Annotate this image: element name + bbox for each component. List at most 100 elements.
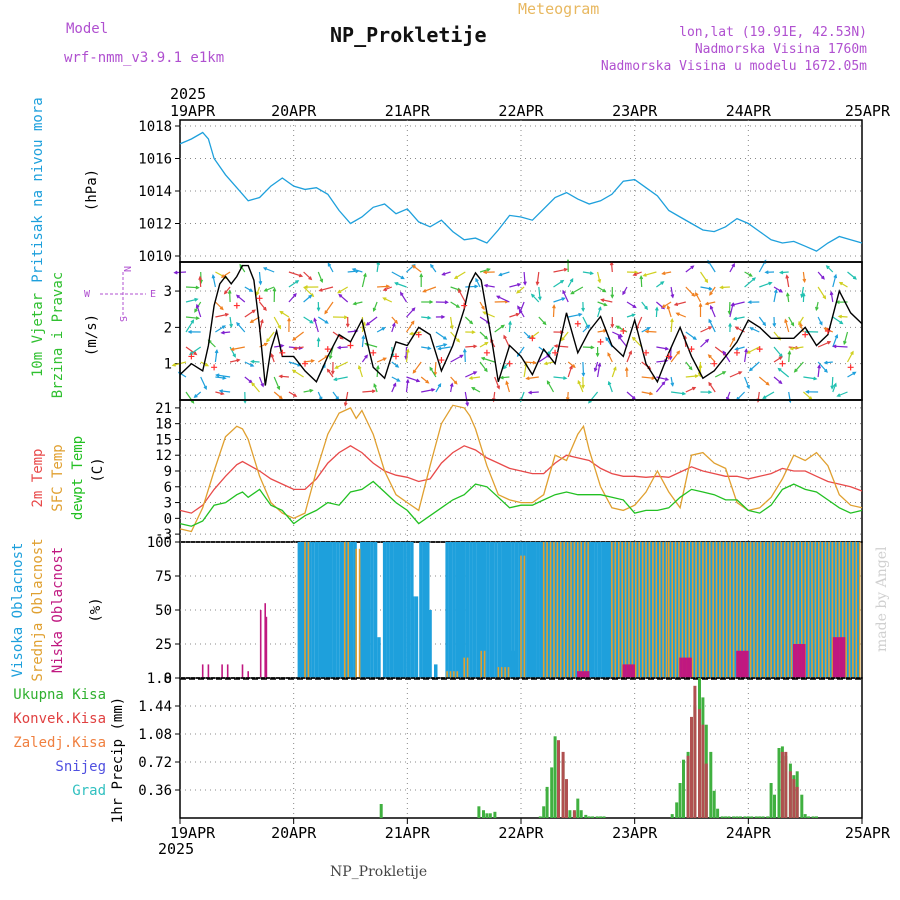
precip-conv-bar — [686, 755, 690, 818]
cloud-low-bar — [839, 637, 842, 678]
cloud-low-bar — [794, 644, 796, 678]
cloud-mid-bar — [483, 650, 486, 678]
wind-arrow — [347, 270, 359, 273]
cloud-high-bar — [819, 542, 823, 678]
wind-arrow-head — [762, 322, 767, 327]
cloud-high-bar — [297, 542, 302, 678]
wind-arrow — [259, 301, 267, 311]
wind-arrow-head — [603, 302, 608, 307]
wind-arrow-head — [789, 346, 794, 351]
cloud-high-bar — [393, 542, 397, 678]
wind-gust-marker — [688, 346, 695, 353]
wind-arrow — [655, 381, 666, 393]
wind-gust-marker — [256, 295, 263, 302]
cloud-high-bar — [349, 542, 354, 678]
y-tick-label: 1018 — [138, 119, 172, 135]
cloud-high-bar — [601, 542, 605, 678]
wind-arrow — [735, 346, 745, 350]
cloud-mid-bar — [504, 667, 506, 678]
wind-arrow — [215, 313, 229, 318]
wind-arrow — [391, 271, 404, 280]
wind-arrow-head — [722, 350, 727, 355]
wind-arrow — [729, 371, 742, 378]
wind-arrow-head — [852, 275, 857, 280]
wind-arrow — [273, 316, 281, 329]
wind-arrow-head — [496, 385, 500, 390]
wind-arrow-head — [309, 388, 314, 393]
precip-conv-bar — [565, 779, 568, 818]
wind-arrow-head — [425, 379, 430, 384]
wind-arrow — [544, 361, 554, 365]
cloud-high-bar — [621, 542, 625, 678]
wind-arrow — [280, 311, 290, 318]
wind-arrow — [509, 313, 519, 318]
wind-gust-marker — [438, 357, 445, 364]
cloud-low-bar — [587, 671, 590, 678]
precip-total-bar — [709, 751, 713, 818]
precip-conv-bar — [698, 709, 701, 818]
cloud-high-bar — [422, 542, 427, 678]
cloud-mid-bar — [685, 542, 687, 678]
x-tick-label-top: 24APR — [726, 102, 772, 120]
precip-conv-bar — [788, 771, 792, 818]
wind-arrow-head — [654, 306, 659, 311]
precip-total-bar — [678, 783, 682, 818]
wind-gust-marker — [779, 360, 786, 367]
wind-arrow-head — [543, 361, 548, 366]
wind-arrow — [469, 376, 481, 379]
cloud-low-bar — [630, 664, 633, 678]
wind-arrow — [582, 271, 593, 275]
wind-arrow — [221, 271, 231, 278]
wind-arrow-head — [266, 338, 270, 343]
wind-arrow — [484, 284, 495, 288]
wind-arrow — [505, 381, 510, 393]
cloud-mid-bar — [777, 542, 779, 678]
wind-arrow-head — [590, 345, 595, 350]
wind-arrow-head — [427, 315, 432, 320]
y-tick-label: 9 — [164, 464, 172, 480]
wind-arrow — [523, 271, 526, 285]
wind-arrow — [778, 368, 790, 378]
wind-arrow — [429, 367, 437, 378]
cloud-high-bar — [747, 542, 752, 678]
wind-arrow-head — [666, 304, 671, 310]
wind-arrow-head — [708, 326, 713, 330]
wind-arrow — [744, 271, 752, 277]
cloud-high-bar — [307, 542, 312, 678]
cloud-high-bar — [710, 542, 714, 678]
wind-arrow-head — [607, 352, 611, 357]
cloud-high-bar — [686, 542, 690, 678]
wind-arrow-head — [224, 312, 230, 317]
cloud-high-bar — [494, 542, 498, 678]
cloud-mid-bar — [560, 542, 562, 678]
cloud-high-bar — [795, 542, 799, 678]
wind-arrow-head — [825, 265, 830, 270]
cloud-mid-bar — [712, 542, 714, 678]
wind-arrow-head — [610, 294, 615, 299]
wind-arrow — [475, 278, 481, 288]
wind-arrow — [327, 369, 334, 378]
wind-arrow — [324, 301, 334, 314]
wind-arrow-head — [391, 322, 396, 327]
wind-arrow — [710, 306, 716, 318]
wind-arrow — [553, 280, 564, 288]
cloud-mid-bar — [787, 542, 789, 678]
wind-arrow — [479, 268, 490, 273]
cloud-high-bar — [332, 542, 337, 678]
wind-arrow-head — [523, 281, 527, 286]
cloud-high-bar — [744, 542, 748, 678]
wind-arrow-head — [813, 376, 818, 381]
wind-arrow-head — [644, 305, 649, 311]
wind-gust-marker — [461, 302, 468, 309]
temp-2m-line — [179, 445, 863, 514]
wind-arrow-head — [802, 278, 807, 284]
cloud-high-bar — [363, 542, 367, 678]
cloud-mid-bar — [845, 542, 847, 678]
wind-arrow — [288, 271, 303, 277]
wind-arrow — [788, 351, 791, 363]
precip-panel: 0.36 0.72 1.08 1.44 1.8 Ukupna Kisa Konvek.Kis… — [13, 671, 863, 819]
wind-gust-marker — [188, 353, 195, 360]
cloud-low-bar — [793, 644, 795, 678]
cloud-high-bar — [829, 542, 834, 678]
cloud-mid-bar — [449, 671, 452, 678]
